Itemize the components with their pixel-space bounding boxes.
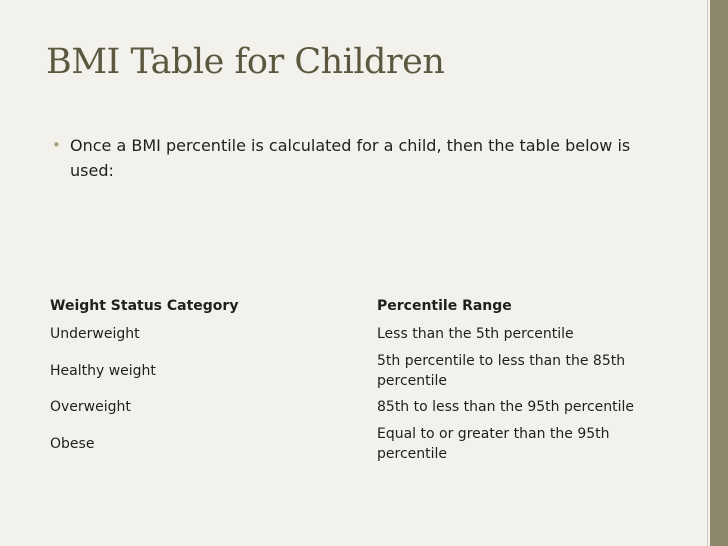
table-row: Overweight 85th to less than the 95th pe… [50,392,660,422]
bullet-point: • Once a BMI percentile is calculated fo… [52,133,652,183]
header-percentile-range: Percentile Range [377,298,512,314]
header-weight-status: Weight Status Category [50,298,239,314]
cell-range: 85th to less than the 95th percentile [377,399,635,415]
table-header-row: Weight Status Category Percentile Range [50,292,660,320]
right-accent-band [710,0,728,546]
cell-range: Less than the 5th percentile [377,326,574,342]
cell-category: Overweight [50,399,131,415]
cell-category: Obese [50,436,95,452]
bullet-text: Once a BMI percentile is calculated for … [70,136,631,180]
bullet-icon: • [52,136,61,154]
cell-category: Healthy weight [50,363,156,379]
table-row: Healthy weight 5th percentile to less th… [50,348,660,392]
cell-range: Equal to or greater than the 95th percen… [377,426,610,462]
right-divider-line [707,0,708,546]
cell-category: Underweight [50,326,140,342]
table-row: Underweight Less than the 5th percentile [50,320,660,348]
cell-range: 5th percentile to less than the 85th per… [377,353,626,389]
table-row: Obese Equal to or greater than the 95th … [50,422,660,466]
bmi-table: Weight Status Category Percentile Range … [50,292,660,466]
slide-title: BMI Table for Children [46,42,445,82]
